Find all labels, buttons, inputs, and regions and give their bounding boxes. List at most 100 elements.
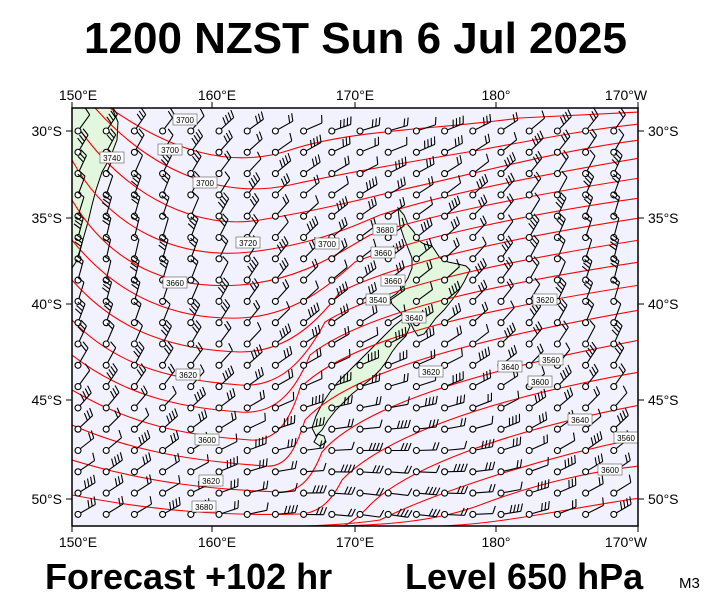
wind-barb-station bbox=[328, 319, 336, 327]
contour-label: 3740 bbox=[103, 154, 121, 163]
wind-barb-feather bbox=[345, 175, 349, 184]
wind-barb-station bbox=[525, 233, 533, 242]
wind-barb-feather bbox=[136, 131, 143, 139]
wind-barb-feather bbox=[195, 345, 201, 353]
wind-barb-feather bbox=[108, 369, 114, 377]
wind-barb-station bbox=[187, 191, 195, 199]
wind-barb-feather bbox=[506, 196, 512, 204]
wind-barb-station bbox=[553, 340, 561, 348]
wind-barb-station bbox=[582, 340, 590, 348]
wind-barb-feather bbox=[507, 175, 513, 183]
wind-barb-feather bbox=[310, 306, 315, 315]
wind-barb-station bbox=[497, 425, 505, 433]
wind-barb-feather bbox=[560, 191, 567, 199]
wind-barb-station bbox=[582, 319, 590, 327]
wind-barb-feather bbox=[537, 392, 541, 401]
wind-barb-feather bbox=[456, 156, 460, 165]
wind-barb-feather bbox=[249, 262, 255, 270]
lat-label-right-35s: 35°S bbox=[648, 210, 679, 226]
wind-barb-feather bbox=[584, 195, 592, 202]
wind-barb-feather bbox=[311, 239, 316, 248]
wind-barb-feather bbox=[108, 319, 115, 327]
wind-barb-feather bbox=[544, 480, 547, 489]
contour-label-box bbox=[192, 176, 218, 189]
wind-barb-station bbox=[525, 127, 533, 135]
wind-barb-feather bbox=[344, 486, 349, 495]
contour-label-box bbox=[418, 365, 444, 378]
contour-label: 3600 bbox=[601, 466, 619, 475]
wind-barb-feather bbox=[506, 327, 511, 336]
wind-barb-station bbox=[243, 319, 251, 327]
wind-barb-feather bbox=[77, 276, 85, 283]
wind-barb-feather bbox=[453, 218, 458, 227]
wind-barb-feather bbox=[508, 278, 514, 286]
wind-barb-feather bbox=[136, 369, 143, 377]
wind-barb-feather bbox=[547, 501, 550, 510]
wind-barb-station bbox=[102, 255, 110, 263]
wind-barb-station bbox=[525, 404, 533, 412]
wind-barb-feather bbox=[169, 501, 172, 511]
wind-barb-feather bbox=[315, 280, 319, 289]
wind-barb-feather bbox=[289, 132, 293, 141]
wind-barb-station bbox=[497, 489, 505, 497]
wind-barb-feather bbox=[484, 135, 488, 144]
lat-label-left-45s: 45°S bbox=[31, 392, 62, 408]
wind-barb-feather bbox=[256, 346, 260, 355]
wind-barb-feather bbox=[491, 415, 494, 424]
wind-barb-feather bbox=[610, 262, 618, 269]
wind-barb-station bbox=[610, 510, 618, 518]
wind-barb-station bbox=[356, 127, 364, 135]
wind-barb-station bbox=[243, 148, 251, 156]
wind-barb-feather bbox=[559, 213, 566, 220]
wind-barb-feather bbox=[404, 156, 407, 165]
wind-barb-feather bbox=[536, 133, 542, 141]
wind-barb-feather bbox=[560, 135, 566, 143]
wind-barb-feather bbox=[463, 440, 468, 449]
wind-barb-feather bbox=[513, 344, 518, 353]
wind-barb-station bbox=[356, 148, 364, 156]
wind-barb-feather bbox=[76, 255, 84, 262]
wind-barb-station bbox=[469, 383, 477, 391]
wind-barbs bbox=[73, 108, 632, 518]
wind-barb-feather bbox=[74, 308, 82, 315]
wind-barb-feather bbox=[103, 195, 111, 201]
wind-barb-feather bbox=[227, 112, 232, 121]
wind-barb-station bbox=[159, 319, 167, 327]
wind-barb-feather bbox=[79, 393, 85, 402]
wind-barb-station bbox=[74, 340, 82, 348]
wind-barb-feather bbox=[103, 216, 111, 223]
wind-barb-station bbox=[384, 361, 392, 369]
wind-barb-feather bbox=[517, 390, 520, 399]
wind-barb-feather bbox=[193, 152, 200, 160]
wind-barb-station bbox=[215, 255, 223, 263]
wind-barb-feather bbox=[589, 319, 596, 327]
wind-barb-feather bbox=[251, 281, 258, 289]
wind-barb-feather bbox=[370, 198, 374, 207]
wind-barb-station bbox=[300, 361, 308, 369]
wind-barb-station bbox=[130, 383, 138, 391]
wind-barb-feather bbox=[614, 298, 622, 305]
contour-label: 3700 bbox=[161, 146, 179, 155]
wind-barb-station bbox=[497, 127, 505, 135]
wind-barb-feather bbox=[192, 155, 198, 163]
wind-barb-feather bbox=[611, 159, 619, 166]
wind-barb-feather bbox=[106, 170, 114, 177]
wind-barb-feather bbox=[106, 134, 113, 142]
wind-barb-feather bbox=[559, 116, 565, 125]
wind-barb-feather bbox=[266, 502, 269, 511]
wind-barb-feather bbox=[248, 180, 254, 189]
wind-barb-feather bbox=[584, 216, 592, 223]
wind-barb-feather bbox=[591, 111, 597, 119]
wind-barb-feather bbox=[610, 241, 618, 247]
wind-barb-feather bbox=[178, 475, 181, 484]
wind-barb-feather bbox=[291, 461, 294, 470]
wind-barb-feather bbox=[191, 255, 199, 262]
contour-label-box bbox=[175, 368, 201, 381]
wind-barb-feather bbox=[404, 419, 408, 428]
contour-label-box bbox=[567, 413, 593, 426]
wind-barb-station bbox=[130, 233, 138, 242]
wind-barb-feather bbox=[532, 326, 538, 335]
wind-barb-feather bbox=[309, 139, 313, 148]
wind-barb-feather bbox=[343, 238, 348, 247]
wind-barb-feather bbox=[557, 237, 565, 245]
